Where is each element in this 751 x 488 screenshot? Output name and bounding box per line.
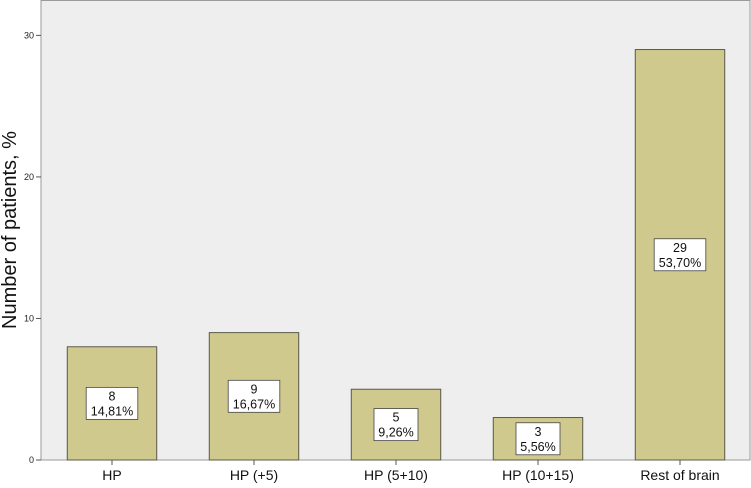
data-label-percent-1: 16,67% — [233, 397, 275, 411]
data-label-count-0: 8 — [109, 389, 116, 403]
y-tick-label-3: 30 — [24, 30, 34, 40]
category-label-0: HP — [102, 467, 121, 483]
category-label-4: Rest of brain — [640, 467, 719, 483]
y-tick-label-2: 20 — [24, 172, 34, 182]
y-tick-label-0: 0 — [29, 455, 34, 465]
category-label-1: HP (+5) — [230, 467, 278, 483]
data-label-percent-3: 5,56% — [520, 440, 555, 454]
data-label-count-3: 3 — [535, 425, 542, 439]
plot-area — [40, 0, 751, 461]
data-label-percent-2: 9,26% — [378, 426, 413, 440]
data-label-box-4 — [653, 238, 707, 272]
data-label-percent-4: 53,70% — [659, 256, 701, 270]
data-label-box-3 — [515, 422, 561, 456]
data-label-box-0 — [85, 386, 139, 420]
y-axis-title: Number of patients, % — [0, 131, 21, 329]
data-label-percent-0: 14,81% — [91, 404, 133, 418]
y-tick-label-1: 10 — [24, 313, 34, 323]
category-label-3: HP (10+15) — [502, 467, 574, 483]
y-axis: 0 10 20 30 — [24, 30, 41, 465]
data-label-count-4: 29 — [673, 241, 687, 255]
x-axis: HP HP (+5) HP (5+10) HP (10+15) Rest of brai… — [102, 460, 720, 483]
category-label-2: HP (5+10) — [364, 467, 428, 483]
data-label-count-2: 5 — [393, 411, 400, 425]
data-label-count-1: 9 — [251, 382, 258, 396]
data-label-box-2 — [373, 408, 419, 442]
data-label-box-1 — [227, 379, 281, 413]
